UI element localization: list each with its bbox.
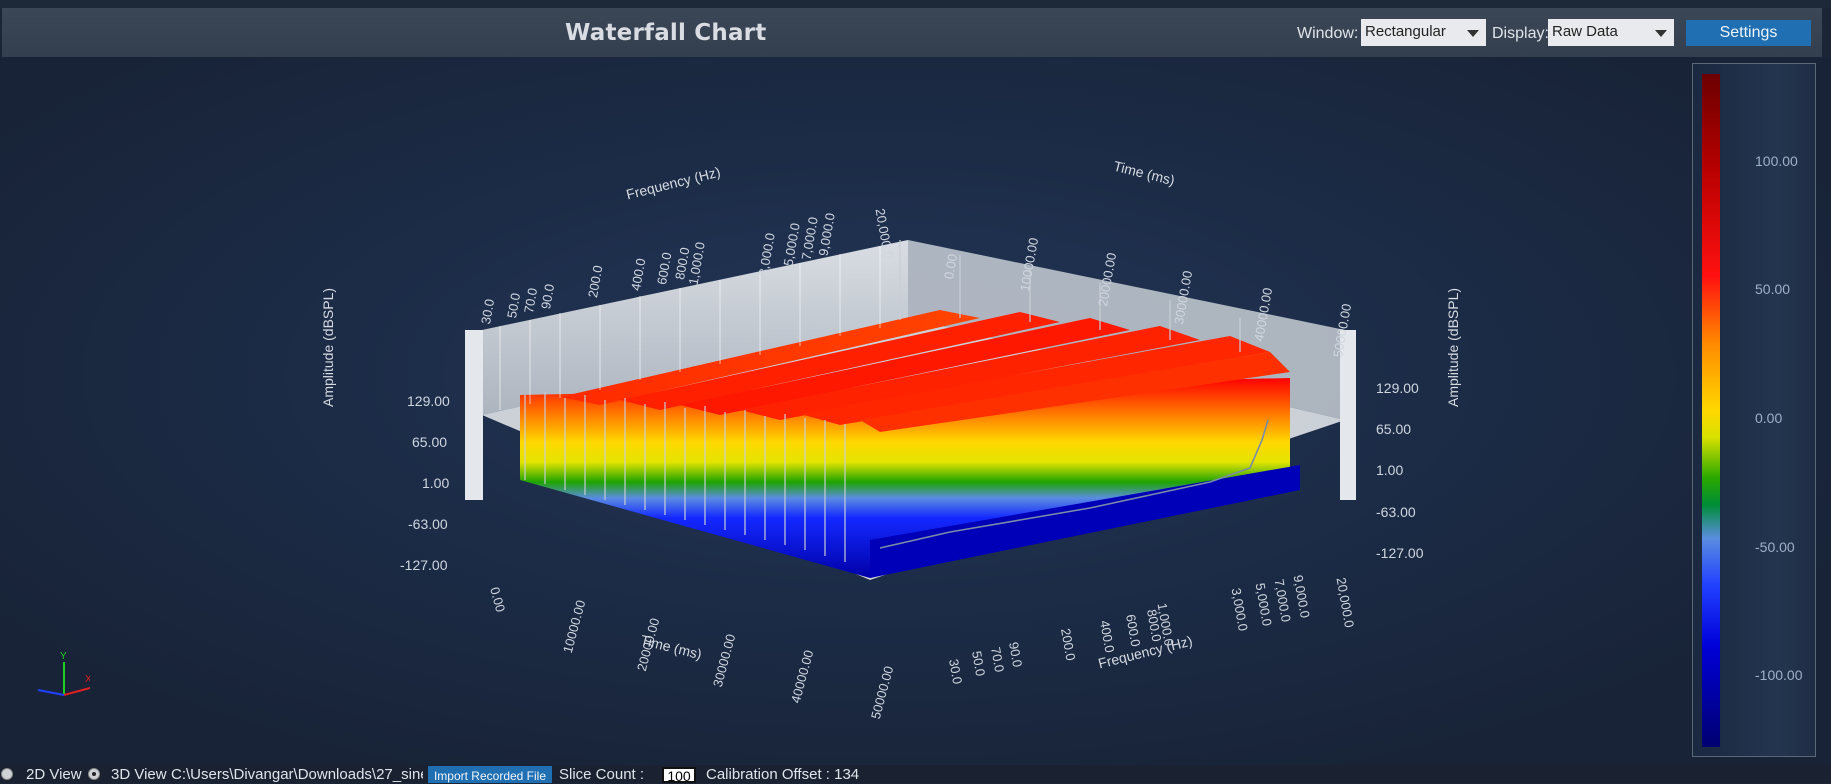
axis-triad-y-label: Y: [60, 651, 67, 662]
amplitude-tick-left: 129.00: [407, 393, 450, 409]
view-3d-radio[interactable]: [88, 768, 100, 780]
display-label: Display:: [1492, 25, 1549, 42]
axis-triad-x-label: X: [85, 674, 90, 685]
calibration-offset-label: Calibration Offset : 134: [706, 766, 860, 783]
waterfall-3d-chart[interactable]: [0, 57, 1831, 765]
colorbar-tick: -50.00: [1755, 539, 1795, 555]
amplitude-tick-right: 129.00: [1376, 380, 1419, 396]
slice-count-label: Slice Count :: [559, 766, 645, 783]
window-label: Window:: [1297, 25, 1359, 42]
left-amplitude-wall: [465, 330, 483, 500]
right-amplitude-wall: [1340, 330, 1356, 500]
spectrum-trace: [879, 419, 1269, 549]
view-2d-radio[interactable]: [1, 768, 13, 780]
amplitude-tick-right: 65.00: [1376, 421, 1412, 437]
import-recorded-file-button[interactable]: Import Recorded File: [428, 766, 552, 783]
amplitude-tick-left: 65.00: [412, 434, 448, 450]
colorbar-tick: 100.00: [1755, 153, 1798, 169]
toolbar: Waterfall Chart Window: Rectangular Disp…: [2, 8, 1822, 58]
view-3d-label: 3D View: [111, 766, 167, 783]
colorbar-tick: -100.00: [1755, 667, 1803, 683]
amplitude-axis-title-right: Amplitude (dBSPL): [1445, 287, 1461, 407]
amplitude-tick-right: 1.00: [1376, 462, 1404, 478]
window-select[interactable]: Rectangular: [1361, 19, 1486, 46]
chevron-down-icon: [1467, 30, 1479, 37]
amplitude-tick-left: -127.00: [400, 557, 448, 573]
slice-count-input[interactable]: 100: [662, 767, 696, 784]
amplitude-axis-title-left: Amplitude (dBSPL): [320, 287, 336, 407]
window-select-value: Rectangular: [1365, 23, 1446, 40]
file-path: C:\Users\Divangar\Downloads\27_sine: [171, 766, 423, 783]
axis-triad-icon: Y X: [37, 651, 90, 696]
colorbar-tick: 50.00: [1755, 281, 1791, 297]
view-2d-label: 2D View: [26, 766, 82, 783]
spectrum-ridges: [560, 310, 1290, 432]
settings-button[interactable]: Settings: [1686, 20, 1811, 46]
amplitude-tick-right: -63.00: [1376, 504, 1416, 520]
status-bar: 2D View 3D View C:\Users\Divangar\Downlo…: [0, 765, 1831, 784]
window-top-edge: [0, 0, 1831, 8]
colorbar-legend: 100.00 50.00 0.00 -50.00 -100.00: [1692, 63, 1816, 757]
amplitude-tick-left: -63.00: [408, 516, 448, 532]
spectrum-slices: [524, 240, 1241, 562]
chevron-down-icon: [1655, 30, 1667, 37]
back-wall-frequency: [482, 240, 908, 415]
frequency-wall-lines: [499, 246, 881, 410]
amplitude-tick-left: 1.00: [422, 475, 450, 491]
colorbar-tick: 0.00: [1755, 410, 1783, 426]
colorbar-gradient: [1702, 74, 1720, 747]
display-select[interactable]: Raw Data: [1548, 19, 1674, 46]
spectrum-front-face: [520, 378, 1290, 578]
chart-area[interactable]: Frequency (Hz) Time (ms) Time (ms) Frequ…: [0, 57, 1831, 765]
display-select-value: Raw Data: [1552, 23, 1618, 40]
amplitude-tick-right: -127.00: [1376, 545, 1424, 561]
page-title: Waterfall Chart: [565, 20, 767, 46]
spectrum-noise-floor: [870, 465, 1300, 578]
